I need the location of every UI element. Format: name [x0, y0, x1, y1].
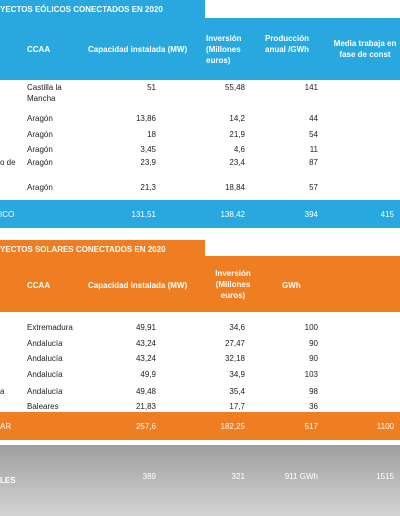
total-capacity: 257,6	[135, 422, 156, 431]
total-production: 517	[304, 422, 318, 431]
production: 141	[304, 83, 318, 92]
production: 44	[309, 114, 318, 123]
column-header: Media trabaja en fase de const	[333, 39, 397, 59]
investment: 34,6	[229, 323, 245, 332]
capacity: 18	[147, 130, 156, 139]
total-band	[0, 200, 400, 228]
column-header: CCAA	[27, 281, 51, 290]
capacity: 13,86	[135, 114, 156, 123]
grand-label: LES	[0, 476, 16, 485]
production: 36	[309, 402, 318, 411]
ccaa: Castilla la Mancha	[27, 83, 62, 103]
total-capacity: 131,51	[131, 210, 156, 219]
capacity: 43,24	[135, 339, 156, 348]
ccaa: Aragón	[27, 114, 53, 123]
total-label: ICO	[0, 210, 15, 219]
investment: 27,47	[224, 339, 245, 348]
tab-title: YECTOS SOLARES CONECTADOS EN 2020	[0, 245, 166, 254]
investment: 21,9	[229, 130, 245, 139]
investment: 23,4	[229, 158, 245, 167]
investment: 32,18	[224, 354, 245, 363]
ccaa: Aragón	[27, 130, 53, 139]
total-workers: 415	[380, 210, 394, 219]
grand-band	[0, 445, 400, 516]
column-header: Inversión (Millones euros)	[206, 34, 242, 65]
row-name: a	[0, 387, 5, 396]
column-header: Inversión (Millones euros)	[215, 269, 251, 300]
capacity: 51	[147, 83, 156, 92]
total-workers: 1100	[376, 422, 394, 431]
investment: 14,2	[229, 114, 245, 123]
tab	[0, 0, 205, 18]
header-band	[0, 18, 400, 80]
tab-title: YECTOS EÓLICOS CONECTADOS EN 2020	[0, 5, 163, 14]
capacity: 43,24	[135, 354, 156, 363]
ccaa: Aragón	[27, 158, 53, 167]
capacity: 21,3	[140, 183, 156, 192]
investment: 4,6	[233, 145, 245, 154]
total-label: AR	[0, 422, 12, 431]
production: 90	[309, 354, 318, 363]
ccaa: Andalucía	[27, 354, 63, 363]
investment: 18,84	[224, 183, 245, 192]
ccaa: Aragón	[27, 183, 53, 192]
grand-production: 911 GWh	[284, 472, 318, 481]
production: 87	[309, 158, 318, 167]
total-band	[0, 412, 400, 440]
investment: 34,9	[229, 370, 245, 379]
investment: 17,7	[229, 402, 245, 411]
capacity: 21,83	[135, 402, 156, 411]
production: 90	[309, 339, 318, 348]
production: 100	[304, 323, 318, 332]
production: 54	[309, 130, 318, 139]
production: 57	[309, 183, 318, 192]
ccaa: Extremadura	[27, 323, 73, 332]
grand-workers: 1515	[376, 472, 394, 481]
production: 98	[309, 387, 318, 396]
capacity: 49,48	[135, 387, 156, 396]
column-header: Producción anual /GWh	[264, 34, 309, 54]
investment: 35,4	[229, 387, 245, 396]
column-header: GWh	[282, 281, 301, 290]
total-production: 394	[304, 210, 318, 219]
tab	[0, 240, 205, 256]
investment: 55,48	[224, 83, 245, 92]
column-header: Capacidad instalada (MW)	[88, 281, 188, 290]
ccaa: Baleares	[27, 402, 59, 411]
column-header: Capacidad instalada (MW)	[88, 45, 188, 54]
header-band	[0, 256, 400, 312]
capacity: 49,91	[135, 323, 156, 332]
capacity: 23,9	[140, 158, 156, 167]
ccaa: Andalucía	[27, 339, 63, 348]
ccaa: Aragón	[27, 145, 53, 154]
total-investment: 182,25	[220, 422, 245, 431]
column-header: CCAA	[27, 45, 51, 54]
capacity: 49,9	[140, 370, 156, 379]
row-name: o de	[0, 158, 16, 167]
grand-investment: 321	[231, 472, 245, 481]
production: 11	[309, 145, 318, 154]
capacity: 3,45	[140, 145, 156, 154]
total-investment: 138,42	[220, 210, 245, 219]
ccaa: Andalucía	[27, 370, 63, 379]
ccaa: Andalucía	[27, 387, 63, 396]
production: 103	[304, 370, 318, 379]
grand-capacity: 389	[142, 472, 156, 481]
